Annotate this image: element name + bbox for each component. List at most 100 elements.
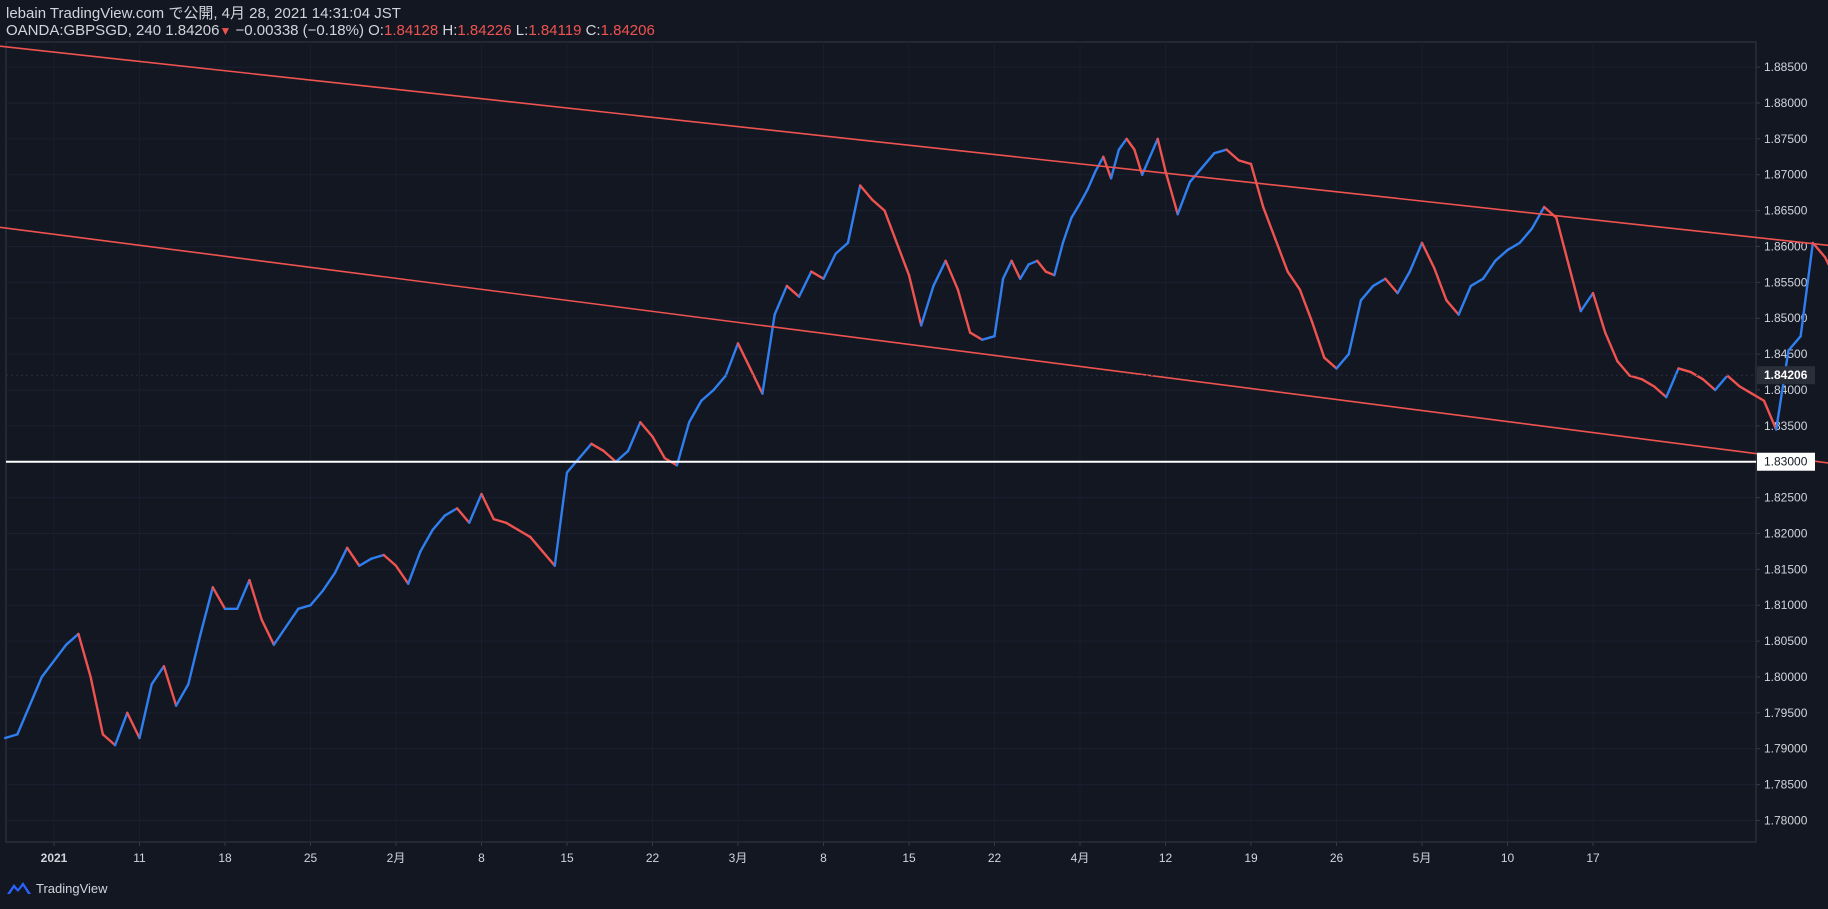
price-segment xyxy=(1070,202,1082,219)
price-segment xyxy=(1027,259,1039,266)
price-segment xyxy=(431,514,447,532)
y-tick-label: 1.82500 xyxy=(1764,491,1808,505)
price-segment xyxy=(1433,266,1448,302)
price-segment xyxy=(1579,291,1595,313)
price-segment xyxy=(236,578,251,611)
price-segment xyxy=(1164,169,1179,216)
price-segment xyxy=(1799,241,1815,338)
price-segment xyxy=(883,209,898,245)
price-segment xyxy=(1384,277,1399,295)
price-segment xyxy=(1117,137,1128,151)
price-segment xyxy=(1591,291,1607,334)
price-segment xyxy=(297,604,312,611)
y-tick-label: 1.87000 xyxy=(1764,168,1808,182)
y-tick-label: 1.88500 xyxy=(1764,60,1808,74)
axis-price-labels: 1.84206 1.83000 xyxy=(6,366,1815,471)
price-segment xyxy=(1775,349,1790,431)
footer[interactable]: TradingView xyxy=(6,880,108,896)
price-segment xyxy=(1445,299,1460,316)
price-segment xyxy=(993,277,1005,338)
price-segment xyxy=(77,632,92,679)
price-segment xyxy=(1750,392,1766,402)
current-price-tag xyxy=(1757,366,1815,385)
open-value: 1.84128 xyxy=(383,22,439,39)
price-segment xyxy=(407,550,422,585)
price-segment xyxy=(101,733,117,747)
price-segment xyxy=(944,259,960,291)
price-segment xyxy=(1010,259,1022,280)
price-segment xyxy=(1274,238,1289,273)
price-segment xyxy=(1420,241,1436,270)
change-value: −0.00338 (−0.18%) xyxy=(235,22,364,39)
current-price-label: 1.84206 xyxy=(1764,368,1808,382)
price-segment xyxy=(358,557,373,567)
price-segment xyxy=(504,521,520,532)
y-tick-label: 1.86000 xyxy=(1764,239,1808,253)
price-segment xyxy=(1148,137,1159,158)
price-segment xyxy=(1506,241,1521,252)
y-tick-label: 1.87500 xyxy=(1764,132,1808,146)
price-segment xyxy=(382,553,398,567)
price-segment xyxy=(1481,259,1497,280)
price-segment xyxy=(1036,259,1048,273)
level-price-label: 1.83000 xyxy=(1764,455,1808,469)
symbol-label[interactable]: OANDA:GBPSGD, 240 xyxy=(6,22,162,39)
price-segment xyxy=(1701,378,1717,392)
price-segment xyxy=(1640,378,1656,388)
x-tick-label: 25 xyxy=(304,851,318,865)
x-tick-label: 2月 xyxy=(387,851,406,865)
price-segment xyxy=(907,273,923,327)
price-segment xyxy=(565,456,581,474)
footer-brand: TradingView xyxy=(36,880,108,896)
price-segment xyxy=(370,553,385,560)
price-segment xyxy=(1604,331,1619,363)
price-segment xyxy=(321,571,337,593)
price-segment xyxy=(1298,288,1314,324)
y-tick-label: 1.86500 xyxy=(1764,204,1808,218)
price-segment xyxy=(1262,205,1277,241)
level-price-tag xyxy=(1757,452,1815,471)
price-segment xyxy=(65,632,80,646)
price-segment xyxy=(920,284,935,327)
price-segment xyxy=(858,184,874,202)
price-segment xyxy=(468,492,483,524)
price-segment xyxy=(455,507,471,524)
price-segment xyxy=(1225,148,1240,162)
x-axis[interactable]: 2021 11 18 25 2月 8 15 22 3月 8 15 22 4月 12 19 26 5月 10 17 xyxy=(41,42,1600,865)
y-axis[interactable]: 1.78000 1.78500 1.79000 1.79500 1.80000 1.805… xyxy=(6,60,1808,827)
x-tick-label: 5月 xyxy=(1413,851,1432,865)
y-tick-label: 1.84500 xyxy=(1764,347,1808,361)
price-segment xyxy=(736,342,752,370)
price-segment xyxy=(1109,148,1121,180)
y-tick-label: 1.79000 xyxy=(1764,742,1808,756)
price-segment xyxy=(761,313,776,395)
price-segment xyxy=(150,665,166,686)
channel-lines[interactable] xyxy=(0,35,1828,494)
y-tick-label: 1.85000 xyxy=(1764,311,1808,325)
price-segment xyxy=(3,733,19,740)
price-segment xyxy=(639,421,654,438)
price-segment xyxy=(529,535,544,553)
price-segment xyxy=(1001,259,1013,280)
symbol-ohlc-line: OANDA:GBPSGD, 240 1.84206▼ −0.00338 (−0.… xyxy=(6,22,655,40)
price-segment xyxy=(187,632,202,686)
price-segment xyxy=(1156,137,1167,173)
price-segment xyxy=(126,711,141,740)
price-segment xyxy=(1094,155,1105,173)
high-label: H: xyxy=(442,22,458,39)
price-segment xyxy=(1018,263,1030,280)
price-segment xyxy=(700,388,715,402)
price-segment xyxy=(1628,374,1644,381)
price-segment xyxy=(1078,187,1089,205)
price-segment xyxy=(895,241,911,277)
price-segment xyxy=(1213,148,1228,155)
price-segment xyxy=(724,342,740,377)
price-segment xyxy=(1726,374,1741,388)
price-segment xyxy=(1738,385,1753,395)
price-segment xyxy=(480,492,495,521)
price-segment xyxy=(834,241,850,255)
price-segment xyxy=(1652,385,1668,399)
x-tick-label: 15 xyxy=(560,851,574,865)
y-tick-label: 1.78500 xyxy=(1764,778,1808,792)
